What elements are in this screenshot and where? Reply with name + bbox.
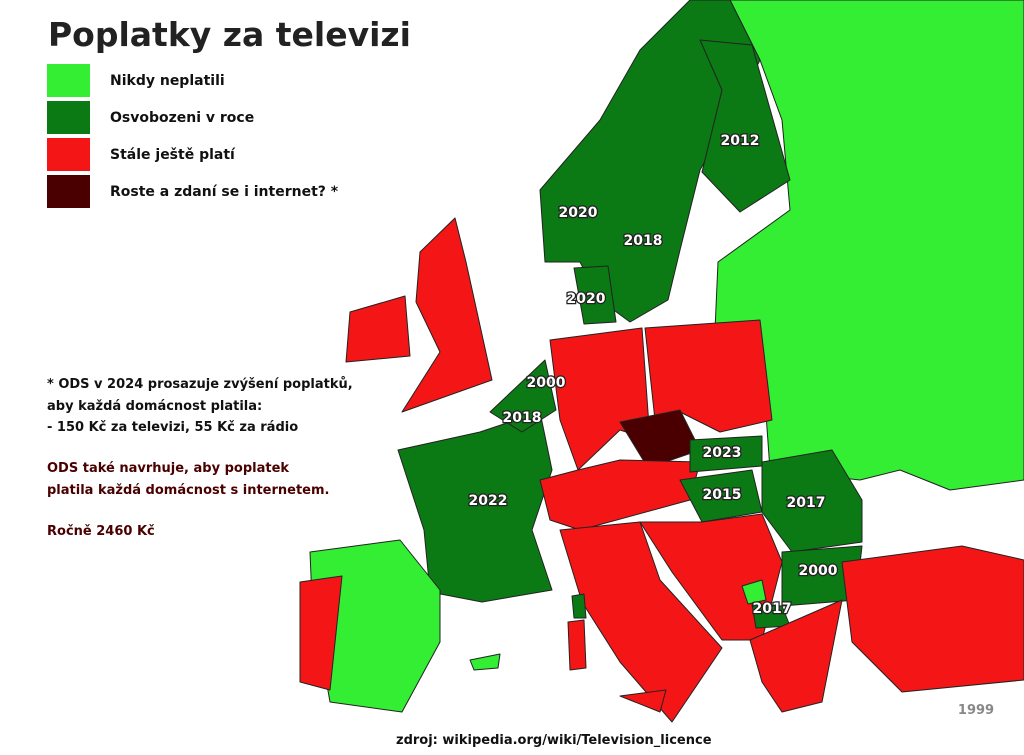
country: [573, 265, 617, 325]
year-label: 2018: [624, 233, 663, 249]
legend-label: Stále ještě platí: [110, 147, 236, 163]
year-label: 2023: [703, 445, 742, 461]
country: [749, 599, 843, 713]
year-label: 2012: [721, 133, 760, 149]
note: aby každá domácnost platila:: [47, 399, 262, 414]
note: ODS také navrhuje, aby poplatek: [47, 461, 289, 476]
country: [639, 513, 783, 641]
year-label: 2020: [559, 205, 598, 221]
countries: [299, 0, 1024, 723]
source: zdroj: wikipedia.org/wiki/Television_lic…: [396, 733, 712, 748]
country: [559, 521, 723, 723]
note: Ročně 2460 Kč: [47, 524, 155, 539]
year-label: 2015: [703, 487, 742, 503]
year-label: 2000: [527, 375, 566, 391]
country: [489, 359, 557, 433]
legend-swatch: [47, 138, 90, 171]
country: [345, 295, 411, 363]
legend-swatch: [47, 64, 90, 97]
legend-swatch: [47, 101, 90, 134]
country: [401, 217, 493, 413]
year-label: 2017: [787, 495, 826, 511]
country: [539, 459, 701, 531]
year-label: 2022: [469, 493, 508, 509]
country: [299, 575, 343, 691]
country: [549, 327, 651, 471]
note: platila každá domácnost s internetem.: [47, 483, 329, 498]
country: [619, 689, 667, 713]
year-label: 2000: [799, 563, 838, 579]
country: [699, 39, 791, 213]
corner-mark: 1999: [958, 703, 994, 718]
year-label: 2017: [753, 601, 792, 617]
country: [567, 619, 587, 671]
legend-swatch: [47, 175, 90, 208]
legend-label: Nikdy neplatili: [110, 73, 225, 89]
note: - 150 Kč za televizi, 55 Kč za rádio: [47, 420, 298, 435]
country: [469, 653, 501, 671]
year-label: 2018: [503, 410, 542, 426]
country: [571, 593, 587, 619]
legend-label: Roste a zdaní se i internet? *: [110, 184, 339, 200]
country: [741, 579, 767, 605]
note: * ODS v 2024 prosazuje zvýšení poplatků,: [47, 377, 353, 392]
country: [841, 545, 1024, 693]
title: Poplatky za televizi: [48, 15, 411, 54]
country: [761, 449, 863, 553]
legend-label: Osvobozeni v roce: [110, 110, 254, 126]
year-label: 2020: [567, 291, 606, 307]
